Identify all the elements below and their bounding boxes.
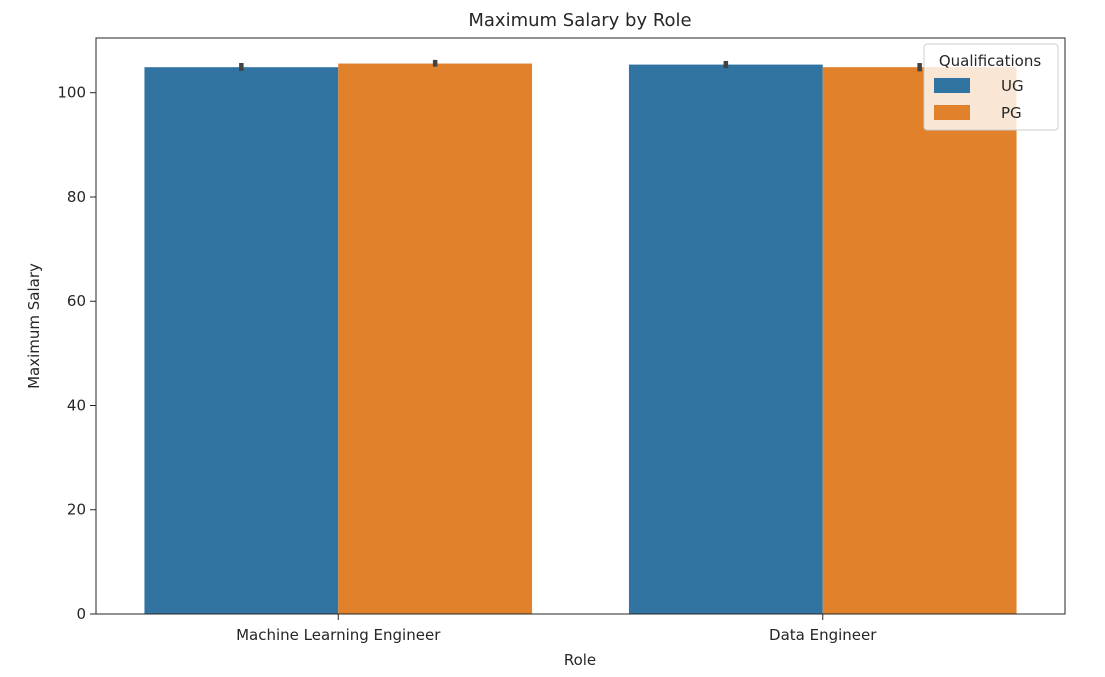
legend: Qualifications UG PG xyxy=(923,43,1059,131)
bar-pg-1 xyxy=(822,67,1017,615)
y-tick-label: 0 xyxy=(76,605,86,623)
y-tick-label: 80 xyxy=(67,188,86,206)
legend-title: Qualifications xyxy=(939,52,1041,70)
error-bars-group xyxy=(239,59,922,72)
x-axis-label: Role xyxy=(564,651,596,669)
bars-group xyxy=(144,63,1017,615)
legend-swatch-pg xyxy=(934,105,970,120)
x-tick-label: Data Engineer xyxy=(769,626,877,644)
y-tick-label: 40 xyxy=(67,396,86,414)
bar-ug-1 xyxy=(628,64,823,615)
y-tick-label: 100 xyxy=(57,84,86,102)
legend-label-ug: UG xyxy=(1001,77,1024,95)
plot-frame xyxy=(95,37,1066,615)
bar-pg-0 xyxy=(338,63,533,615)
y-axis: 0 20 40 60 80 100 xyxy=(57,84,96,623)
y-tick-label: 60 xyxy=(67,292,86,310)
legend-label-pg: PG xyxy=(1001,104,1022,122)
bar-ug-0 xyxy=(144,67,339,615)
x-axis: Machine Learning Engineer Data Engineer xyxy=(236,614,877,644)
chart-title: Maximum Salary by Role xyxy=(468,10,691,31)
legend-swatch-ug xyxy=(934,78,970,93)
y-tick-label: 20 xyxy=(67,501,86,519)
x-tick-label: Machine Learning Engineer xyxy=(236,626,441,644)
y-axis-label: Maximum Salary xyxy=(25,263,43,389)
